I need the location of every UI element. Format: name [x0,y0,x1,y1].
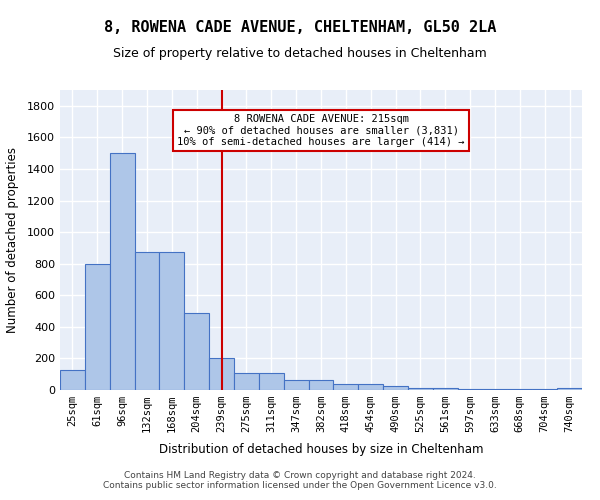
Bar [358,384,383,390]
Bar [85,264,110,390]
Bar [532,389,557,390]
Bar [508,389,532,390]
Y-axis label: Number of detached properties: Number of detached properties [5,147,19,333]
Text: 8, ROWENA CADE AVENUE, CHELTENHAM, GL50 2LA: 8, ROWENA CADE AVENUE, CHELTENHAM, GL50 … [104,20,496,35]
Bar [482,389,508,390]
Bar [209,358,234,390]
Bar [408,388,433,390]
Bar [557,388,582,390]
Bar [110,153,134,390]
X-axis label: Distribution of detached houses by size in Cheltenham: Distribution of detached houses by size … [159,444,483,456]
Bar [259,372,284,390]
Text: Size of property relative to detached houses in Cheltenham: Size of property relative to detached ho… [113,48,487,60]
Bar [160,252,184,390]
Bar [334,384,358,390]
Text: Contains HM Land Registry data © Crown copyright and database right 2024.
Contai: Contains HM Land Registry data © Crown c… [103,470,497,490]
Text: 8 ROWENA CADE AVENUE: 215sqm
← 90% of detached houses are smaller (3,831)
10% of: 8 ROWENA CADE AVENUE: 215sqm ← 90% of de… [177,114,465,147]
Bar [234,372,259,390]
Bar [284,380,308,390]
Bar [60,370,85,390]
Bar [433,388,458,390]
Bar [184,312,209,390]
Bar [458,389,482,390]
Bar [383,386,408,390]
Bar [308,380,334,390]
Bar [134,252,160,390]
